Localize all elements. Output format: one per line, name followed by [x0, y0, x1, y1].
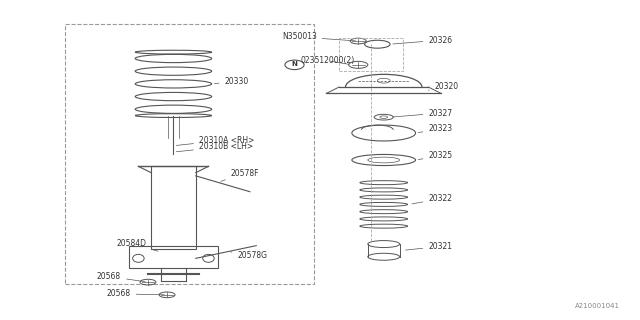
- Text: N350013: N350013: [282, 32, 355, 42]
- Text: 023512000(2): 023512000(2): [301, 56, 355, 65]
- Text: 20323: 20323: [419, 124, 452, 133]
- Text: 20578F: 20578F: [221, 169, 259, 181]
- Text: 20327: 20327: [393, 108, 452, 117]
- Text: 20321: 20321: [406, 242, 452, 251]
- Text: 20584D: 20584D: [116, 239, 158, 251]
- Text: 20322: 20322: [412, 194, 452, 204]
- Text: N: N: [291, 61, 297, 68]
- Text: 20568: 20568: [97, 272, 145, 282]
- Text: 20326: 20326: [393, 36, 452, 44]
- Text: 20330: 20330: [214, 77, 249, 86]
- Text: A210001041: A210001041: [575, 303, 620, 309]
- Text: 20320: 20320: [428, 82, 459, 91]
- Text: 20325: 20325: [419, 151, 452, 160]
- Text: 20568: 20568: [106, 289, 164, 299]
- Text: 20310B <LH>: 20310B <LH>: [176, 142, 253, 152]
- Text: 20578G: 20578G: [231, 251, 267, 260]
- Text: 20310A <RH>: 20310A <RH>: [176, 136, 254, 145]
